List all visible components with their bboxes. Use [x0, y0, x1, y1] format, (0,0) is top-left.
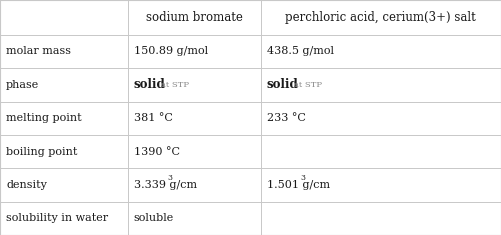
- Text: solid: solid: [267, 78, 298, 91]
- Text: soluble: soluble: [134, 213, 174, 223]
- Text: phase: phase: [6, 80, 39, 90]
- Text: 233 °C: 233 °C: [267, 113, 306, 123]
- Text: 381 °C: 381 °C: [134, 113, 173, 123]
- Text: at STP: at STP: [294, 81, 322, 89]
- Text: melting point: melting point: [6, 113, 82, 123]
- Text: 3: 3: [168, 174, 173, 182]
- Text: 3: 3: [301, 174, 306, 182]
- Text: solid: solid: [134, 78, 165, 91]
- Text: density: density: [6, 180, 47, 190]
- Text: perchloric acid, cerium(3+) salt: perchloric acid, cerium(3+) salt: [286, 11, 476, 24]
- Text: 3.339 g/cm: 3.339 g/cm: [134, 180, 197, 190]
- Text: 150.89 g/mol: 150.89 g/mol: [134, 47, 208, 56]
- Text: 1390 °C: 1390 °C: [134, 147, 180, 157]
- Text: at STP: at STP: [161, 81, 189, 89]
- Text: boiling point: boiling point: [6, 147, 77, 157]
- Text: 438.5 g/mol: 438.5 g/mol: [267, 47, 334, 56]
- Text: sodium bromate: sodium bromate: [146, 11, 242, 24]
- Text: 1.501 g/cm: 1.501 g/cm: [267, 180, 330, 190]
- Text: solubility in water: solubility in water: [6, 213, 108, 223]
- Text: molar mass: molar mass: [6, 47, 71, 56]
